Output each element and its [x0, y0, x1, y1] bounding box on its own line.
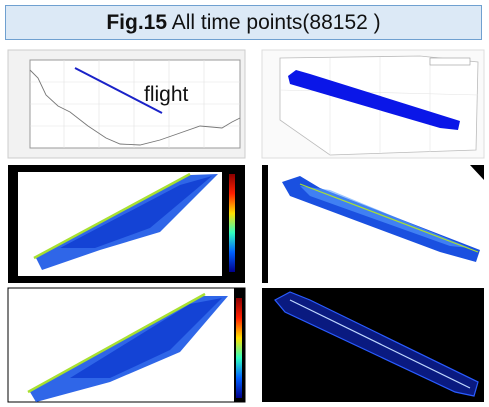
- page: flight: [0, 0, 489, 407]
- panel-surface-2: [262, 165, 484, 283]
- figure-grid: flight: [0, 0, 489, 407]
- panel-surface-3: [8, 288, 245, 402]
- figure-label: Fig.15: [106, 11, 167, 34]
- panel-surface-1: [8, 165, 245, 283]
- figure-title: All time points(88152 ): [172, 11, 381, 34]
- panel-3d: [262, 50, 484, 158]
- title-box: Fig.15 All time points(88152 ): [5, 5, 482, 40]
- plot-label: flight: [144, 83, 189, 106]
- panel-plot: flight: [8, 50, 245, 158]
- panel-surface-4: [262, 288, 484, 402]
